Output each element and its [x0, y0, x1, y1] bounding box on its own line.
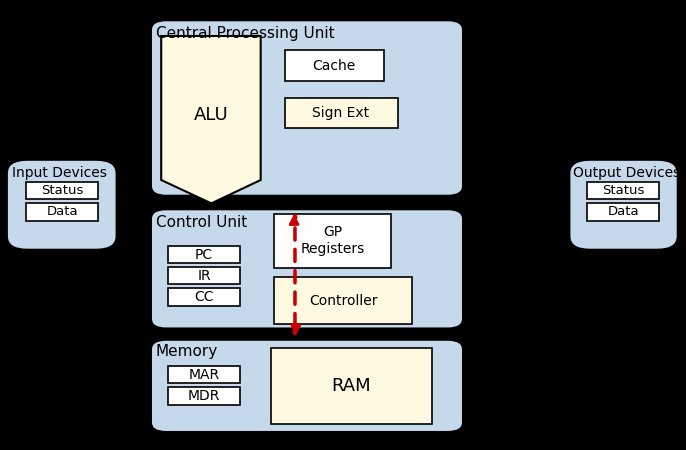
FancyBboxPatch shape — [168, 267, 240, 284]
FancyBboxPatch shape — [168, 366, 240, 383]
Text: MAR: MAR — [189, 368, 220, 382]
FancyBboxPatch shape — [168, 246, 240, 263]
Text: Central Processing Unit: Central Processing Unit — [156, 26, 334, 41]
FancyBboxPatch shape — [151, 209, 463, 328]
FancyBboxPatch shape — [151, 340, 463, 432]
Text: Sign Ext: Sign Ext — [312, 106, 370, 120]
Text: Input Devices: Input Devices — [12, 166, 107, 180]
Text: Status: Status — [41, 184, 83, 197]
FancyBboxPatch shape — [168, 387, 240, 405]
Text: Output Devices: Output Devices — [573, 166, 681, 180]
Text: Memory: Memory — [156, 344, 218, 359]
Text: MDR: MDR — [188, 389, 220, 403]
FancyBboxPatch shape — [274, 214, 391, 268]
Text: CC: CC — [194, 290, 214, 304]
FancyBboxPatch shape — [569, 160, 678, 250]
Text: Cache: Cache — [312, 58, 356, 73]
FancyBboxPatch shape — [26, 182, 98, 199]
Text: PC: PC — [195, 248, 213, 262]
FancyBboxPatch shape — [271, 348, 432, 424]
FancyBboxPatch shape — [7, 160, 117, 250]
FancyBboxPatch shape — [285, 98, 398, 128]
Text: RAM: RAM — [331, 377, 371, 395]
Text: GP
Registers: GP Registers — [300, 225, 365, 256]
FancyBboxPatch shape — [151, 20, 463, 196]
FancyBboxPatch shape — [587, 182, 659, 199]
FancyBboxPatch shape — [587, 203, 659, 220]
FancyBboxPatch shape — [285, 50, 384, 81]
Text: ALU: ALU — [194, 106, 228, 124]
Text: Controller: Controller — [309, 293, 377, 308]
Text: Control Unit: Control Unit — [156, 215, 247, 230]
FancyBboxPatch shape — [26, 203, 98, 220]
Text: IR: IR — [198, 269, 211, 283]
Text: Data: Data — [46, 206, 78, 218]
Text: Data: Data — [607, 206, 639, 218]
FancyBboxPatch shape — [168, 288, 240, 306]
Polygon shape — [161, 36, 261, 203]
Text: Status: Status — [602, 184, 644, 197]
FancyBboxPatch shape — [274, 277, 412, 324]
